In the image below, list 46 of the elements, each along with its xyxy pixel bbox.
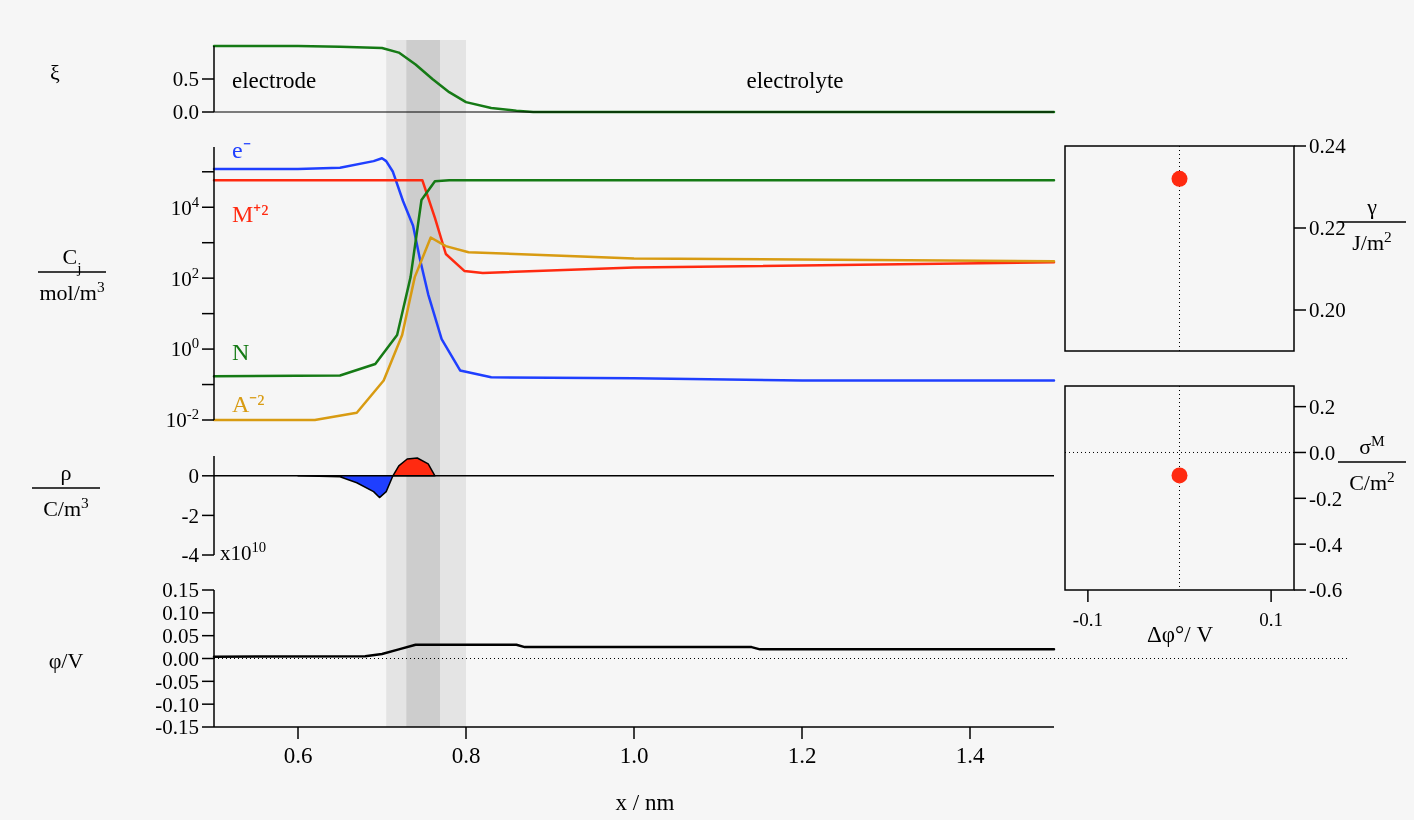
y-tick-label: 0.22 — [1309, 216, 1346, 241]
y-tick-label: -0.6 — [1309, 578, 1343, 603]
x-axis-title: Δφ°/ V — [1146, 622, 1214, 647]
y-tick-label: 0.05 — [162, 624, 199, 649]
annotation: electrode — [232, 68, 317, 93]
y-axis-title: φ/V — [48, 648, 84, 673]
x-tick-label: 1.2 — [787, 743, 817, 768]
y-tick-label: -0.05 — [155, 669, 199, 694]
y-axis-title: ξ — [50, 60, 61, 85]
y-tick-label: 0.0 — [172, 100, 199, 125]
series-label: M⁺² — [232, 201, 269, 227]
x-tick-label: 0.1 — [1259, 609, 1283, 630]
y-tick-label: -0.15 — [155, 715, 199, 740]
y-tick-label: -0.4 — [1309, 532, 1343, 557]
y-tick-label: 10$^{4}$ — [170, 193, 200, 220]
y-tick-label: 0.0 — [1309, 440, 1336, 465]
y-axis-title: C$_{j}$ mol/m$^{3}$ — [39, 244, 105, 305]
y-tick-label: -2 — [181, 503, 199, 528]
y-tick-label: 10$^{0}$ — [170, 335, 199, 362]
y-tick-label: 10$^{2}$ — [170, 264, 199, 291]
text: σ$^{M}$ C/m$^{2}$ — [1349, 431, 1395, 495]
y-tick-label: -0.2 — [1309, 486, 1343, 511]
series-label: A⁻² — [232, 391, 265, 417]
y-tick-label: 0.20 — [1309, 298, 1346, 323]
x-tick-label: 0.8 — [451, 743, 481, 768]
x-axis-title: x / nm — [615, 790, 675, 815]
series-label: e⁻ — [232, 137, 251, 163]
x-tick-label: 1.4 — [955, 743, 985, 768]
y-tick-label: 0.00 — [162, 646, 199, 671]
y-tick-label: 10$^{-2}$ — [165, 406, 199, 433]
y-tick-label: 0.5 — [172, 67, 199, 92]
x-tick-label: 0.6 — [283, 743, 313, 768]
annotation: x10$^{10}$ — [220, 539, 267, 565]
y-tick-label: -4 — [181, 543, 200, 568]
y-tick-label: 0.2 — [1309, 394, 1336, 419]
y-tick-label: -0.10 — [155, 692, 199, 717]
y-axis-title: γ J/m$^{2}$ — [1352, 194, 1392, 255]
x-tick-label: -0.1 — [1072, 609, 1103, 630]
series-label: N — [232, 339, 250, 365]
annotation: electrolyte — [746, 68, 844, 93]
y-tick-label: 0 — [188, 464, 199, 489]
x-tick-label: 1.0 — [619, 743, 649, 768]
y-tick-label: 0.24 — [1309, 134, 1347, 159]
y-axis-title: ρ C/m$^{3}$ — [43, 460, 90, 521]
y-tick-label: 0.10 — [162, 601, 199, 626]
y-tick-label: 0.15 — [162, 578, 199, 603]
